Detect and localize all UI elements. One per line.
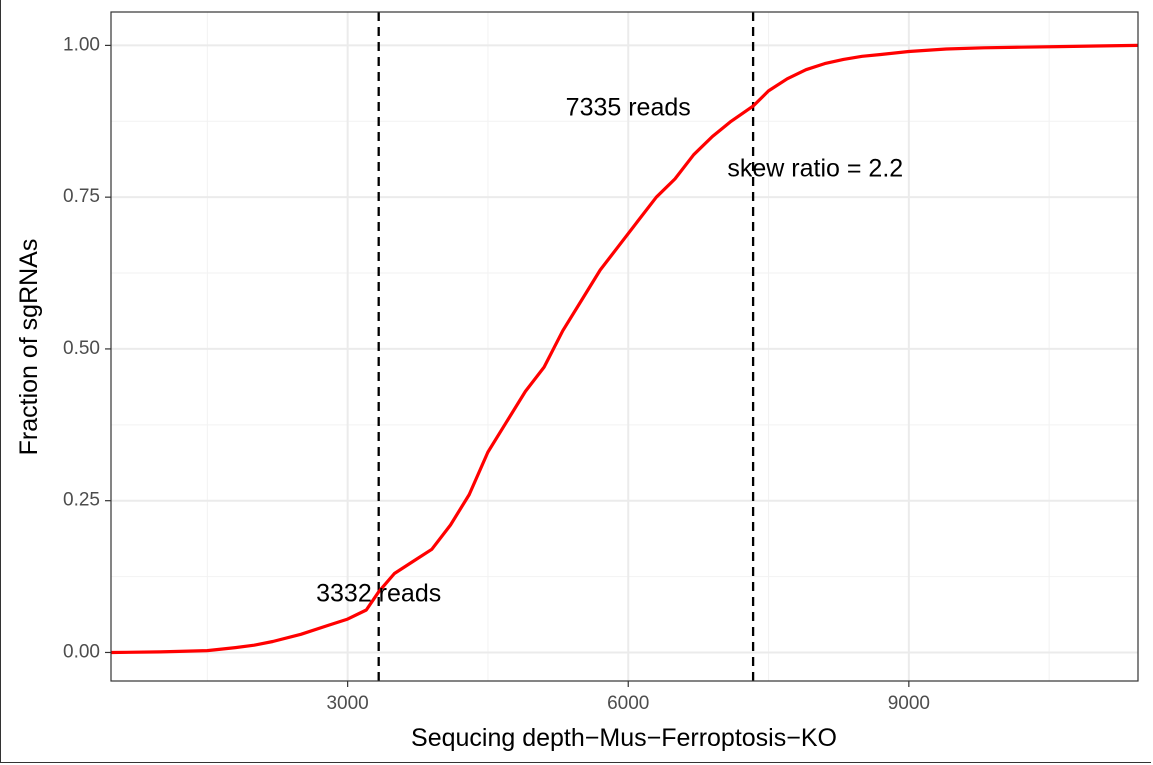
plot-panel-border [110,11,1139,682]
y-tick-label: 1.00 [63,34,100,55]
annotation-label: 7335 reads [566,94,691,122]
y-tick-label: 0.00 [63,641,100,662]
x-tick-label: 6000 [607,693,649,714]
annotation-label: 3332 reads [316,579,441,607]
x-axis-title: Sequcing depth−Mus−Ferroptosis−KO [411,724,837,752]
y-tick-label: 0.25 [63,490,100,511]
y-axis: 0.00 0.25 0.50 0.75 1.00 [63,34,111,662]
y-tick-label: 0.75 [63,186,100,207]
y-tick-label: 0.50 [63,338,100,359]
annotation-label: skew ratio = 2.2 [727,154,903,182]
grid-lines [111,12,1138,681]
annotations: 3332 reads 7335 reads skew ratio = 2.2 [316,94,903,608]
y-axis-title: Fraction of sgRNAs [15,239,43,456]
plot-background [111,12,1138,681]
x-tick-label: 3000 [326,693,368,714]
x-tick-label: 9000 [888,693,930,714]
reference-lines [377,12,755,681]
x-axis: 3000 6000 9000 [326,681,930,714]
